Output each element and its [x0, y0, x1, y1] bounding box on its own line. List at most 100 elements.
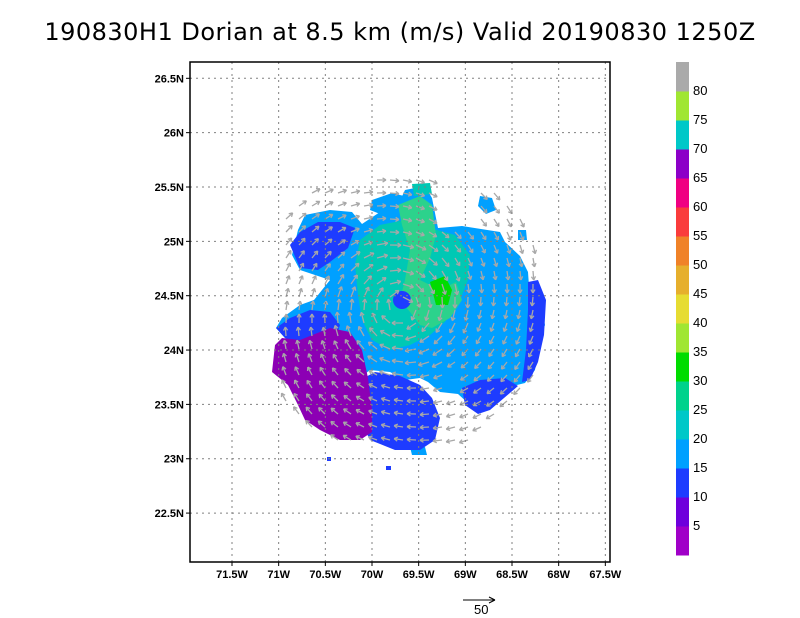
wind-arrow [368, 396, 378, 402]
wind-arrow [528, 322, 534, 333]
wind-arrow [441, 283, 447, 295]
wind-arrow [293, 392, 300, 402]
wind-arrow [305, 419, 313, 428]
wind-arrow [415, 205, 425, 211]
wind-arrow [350, 262, 360, 272]
wind-arrow [459, 413, 469, 419]
lon-tick-label: 68W [547, 569, 570, 581]
lat-tick-label: 25.5N [155, 182, 184, 194]
colorbar-swatch [676, 236, 689, 266]
wind-arrow [368, 383, 378, 389]
wind-arrow [480, 257, 486, 267]
wind-arrow [421, 322, 430, 333]
wind-arrow [337, 214, 347, 220]
wind-arrow [446, 400, 456, 406]
wind-arrow [530, 270, 537, 281]
wind-arrow [516, 296, 523, 307]
figure-title: 190830H1 Dorian at 8.5 km (m/s) Valid 20… [44, 18, 756, 46]
wind-arrow [531, 257, 537, 268]
wind-arrow [415, 283, 425, 293]
colorbar-swatch [676, 207, 689, 237]
wind-arrow [355, 382, 365, 389]
wind-arrow [454, 283, 460, 296]
wind-arrow [355, 353, 365, 363]
wind-arrow [493, 244, 499, 254]
wind-arrow [406, 437, 417, 443]
wind-arrow [487, 361, 495, 370]
wind-arrow [490, 296, 497, 307]
wind-arrow [454, 257, 461, 267]
wind-speck-2 [386, 466, 391, 470]
wind-arrow [311, 238, 320, 246]
wind-arrow [446, 361, 456, 368]
wind-arrow [428, 257, 438, 266]
wind-arrow [415, 270, 426, 278]
wind-arrow [376, 215, 387, 222]
wind-arrow [319, 366, 326, 376]
wind-arrow [519, 231, 525, 241]
wind-arrow [432, 399, 443, 405]
wind-arrow [391, 332, 404, 339]
wind-arrow [347, 311, 353, 324]
colorbar-swatch [676, 178, 689, 208]
wind-arrow [337, 239, 346, 246]
wind-arrow [506, 218, 513, 228]
lat-tick-label: 23.5N [155, 399, 184, 411]
wind-arrow [343, 394, 352, 402]
wind-region-20-25-north [412, 183, 432, 196]
wind-arrow [477, 309, 483, 320]
wind-region-30-35 [430, 276, 452, 305]
wind-arrow [454, 270, 461, 282]
wind-arrow [391, 371, 404, 377]
wind-arrow [467, 257, 473, 267]
wind-arrow [376, 203, 387, 209]
axis-ticks: 26.5N 26N 25.5N 25N 24.5N 24N 23.5N 23N 22.5N 71.… [155, 73, 622, 581]
wind-arrow [450, 309, 456, 322]
wind-arrow [449, 322, 456, 334]
wind-arrow [355, 421, 365, 428]
wind-arrow [405, 335, 417, 341]
wind-arrow [285, 224, 293, 233]
wind-arrow [410, 309, 417, 321]
wind-arrow [393, 436, 404, 442]
wind-arrow [391, 358, 404, 364]
wind-arrow [493, 231, 500, 241]
wind-arrow [337, 273, 345, 285]
wind-arrow [282, 339, 288, 350]
wind-arrow [292, 406, 300, 415]
wind-arrow [318, 380, 326, 389]
wind-arrow [311, 200, 321, 207]
wind-arrow [296, 313, 302, 324]
lon-tick-label: 67.5W [589, 569, 621, 581]
wind-arrow [311, 287, 317, 298]
wind-arrow [419, 386, 430, 392]
colorbar-swatch [676, 323, 689, 353]
colorbar-label: 25 [693, 402, 707, 417]
wind-arrow [492, 270, 498, 281]
wind-arrow [379, 329, 391, 337]
wind-arrow [402, 217, 413, 223]
wind-arrow [391, 320, 404, 326]
wind-arrow [330, 434, 339, 441]
wind-arrow [445, 425, 456, 432]
wind-arrow [502, 322, 508, 333]
wind-arrow [446, 348, 456, 358]
colorbar-label: 65 [693, 170, 707, 185]
wind-arrow [310, 300, 316, 311]
wind-arrow [363, 202, 374, 208]
wind-arrow [419, 399, 430, 405]
wind-arrow [500, 361, 508, 370]
wind-arrow [454, 231, 462, 240]
wind-arrow [376, 265, 388, 272]
wind-fragment-n [370, 193, 404, 216]
reference-vector-label: 50 [474, 602, 488, 617]
wind-arrow [311, 250, 319, 259]
wind-arrow [432, 438, 443, 444]
colorbar-swatch [676, 352, 689, 382]
colorbar-label: 45 [693, 286, 707, 301]
colorbar-swatch [676, 526, 689, 556]
wind-arrow [280, 392, 287, 402]
wind-arrow [350, 214, 361, 220]
wind-arrow [320, 353, 326, 363]
wind-arrow [356, 368, 365, 376]
